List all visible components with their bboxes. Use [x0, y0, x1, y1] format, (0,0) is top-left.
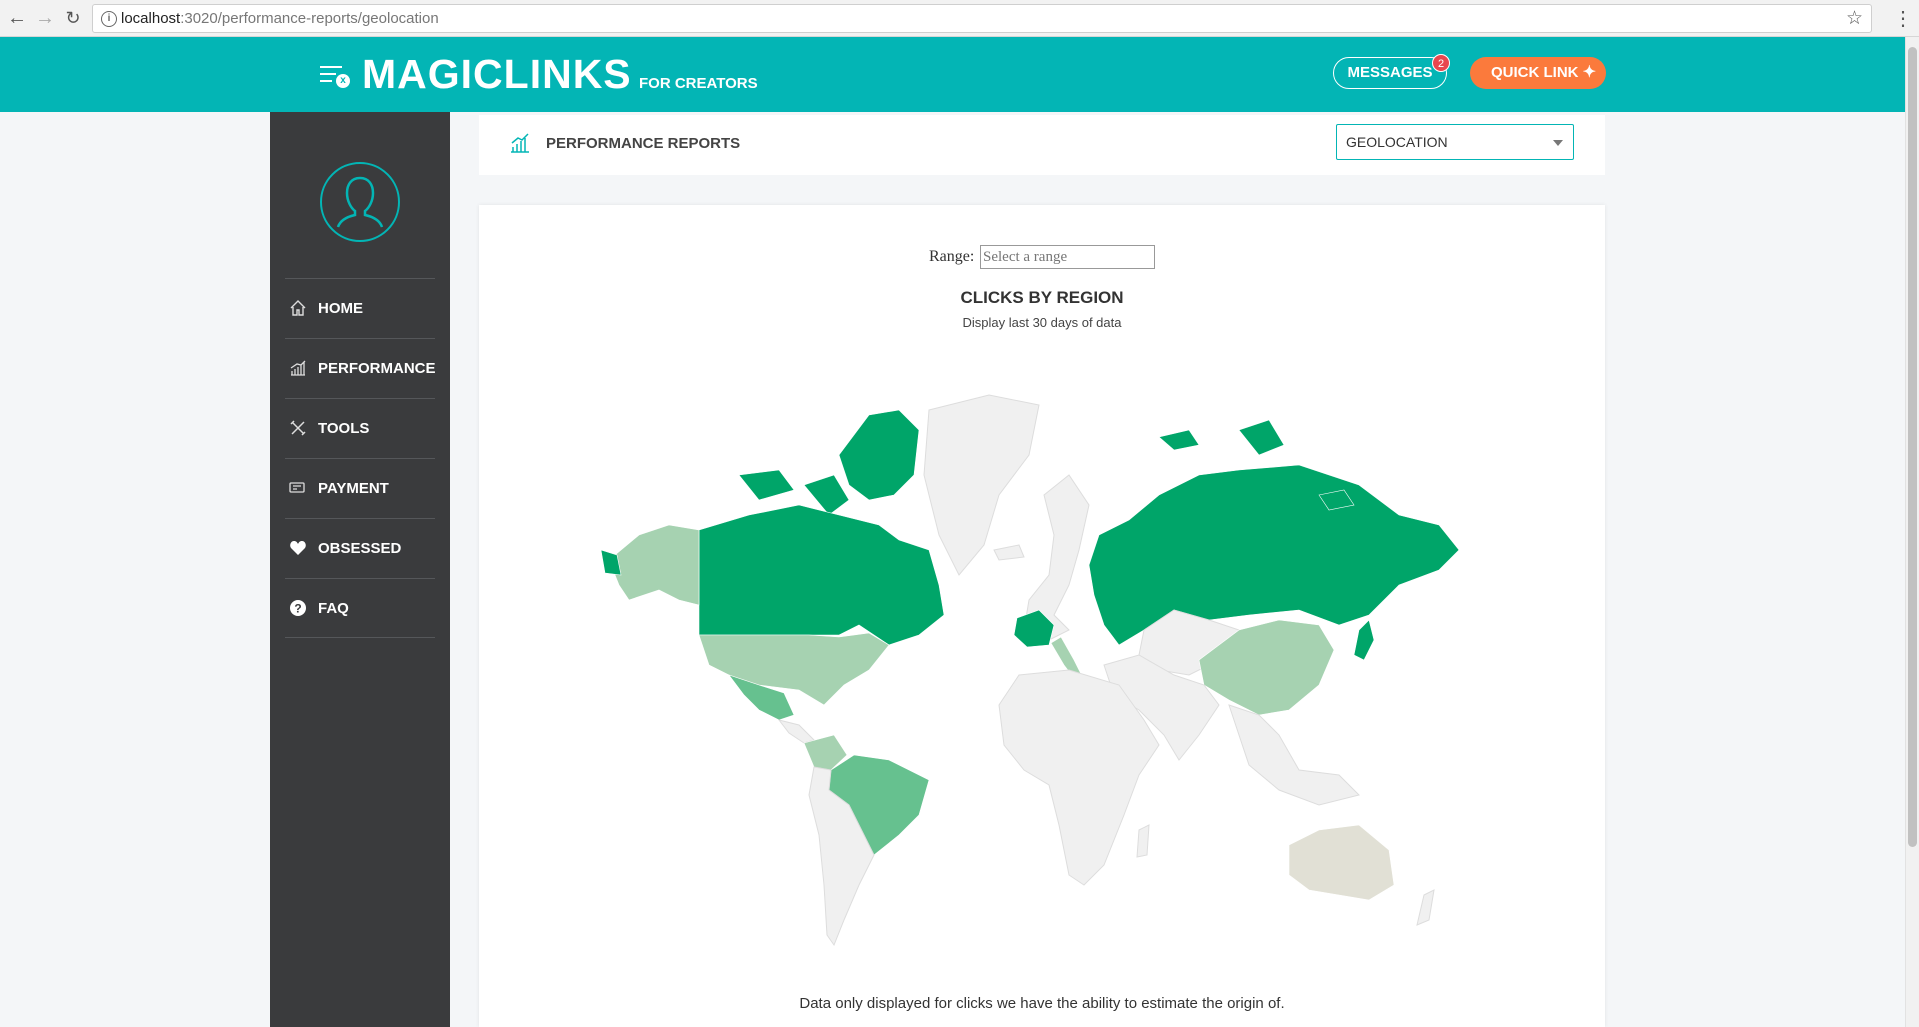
- report-card: Range: CLICKS BY REGION Display last 30 …: [479, 205, 1605, 1027]
- sidebar-item-label: FAQ: [318, 600, 349, 617]
- map-region-mexico[interactable]: [728, 674, 795, 721]
- back-arrow-icon[interactable]: ←: [7, 7, 27, 29]
- map-region-central-america[interactable]: [777, 719, 815, 744]
- logo-subtitle: FOR CREATORS: [639, 75, 758, 92]
- browser-toolbar: ← → ↻ i localhost:3020/performance-repor…: [0, 0, 1919, 37]
- map-region-russia-islands[interactable]: [1158, 419, 1355, 511]
- app-header: x MAGICLINKS FOR CREATORS MESSAGES 2 QUI…: [0, 37, 1905, 112]
- sidebar-item-tools[interactable]: TOOLS: [285, 398, 435, 458]
- sidebar-item-obsessed[interactable]: OBSESSED: [285, 518, 435, 578]
- footnote: Data only displayed for clicks we have t…: [799, 995, 1285, 1012]
- map-region-southeast-asia[interactable]: [1228, 704, 1360, 806]
- map-region-madagascar[interactable]: [1136, 824, 1150, 858]
- chart-icon: [289, 359, 307, 377]
- reload-icon[interactable]: ↻: [65, 8, 81, 28]
- map-region-russia[interactable]: [1088, 464, 1460, 646]
- map-region-canada-arctic[interactable]: [738, 409, 920, 516]
- range-input[interactable]: [980, 245, 1155, 269]
- map-region-greenland[interactable]: [923, 394, 1040, 576]
- payment-icon: [289, 479, 307, 497]
- quick-link-button[interactable]: QUICK LINK ✦: [1470, 57, 1606, 89]
- svg-text:?: ?: [294, 602, 301, 616]
- heart-icon: [289, 539, 307, 557]
- map-region-iceland[interactable]: [993, 544, 1025, 561]
- sidebar: HOME PERFORMANCE TOOLS PAYMENT OBSESSED: [270, 112, 450, 1027]
- sidebar-item-label: TOOLS: [318, 420, 370, 437]
- map-region-alaska-west[interactable]: [600, 549, 622, 576]
- close-icon: x: [336, 74, 350, 88]
- messages-count-badge: 2: [1432, 54, 1450, 72]
- map-region-colombia[interactable]: [803, 734, 848, 771]
- map-region-france[interactable]: [1013, 609, 1055, 648]
- sidebar-menu: HOME PERFORMANCE TOOLS PAYMENT OBSESSED: [285, 278, 436, 638]
- avatar[interactable]: [320, 162, 400, 242]
- chart-subtitle: Display last 30 days of data: [962, 315, 1122, 330]
- performance-chart-icon: [509, 132, 531, 159]
- browser-menu-icon[interactable]: ⋮: [1893, 8, 1913, 30]
- world-map: [600, 394, 1460, 947]
- map-region-alaska[interactable]: [608, 524, 700, 606]
- bookmark-star-icon[interactable]: ☆: [1845, 8, 1863, 29]
- home-icon: [289, 299, 307, 317]
- map-region-europe[interactable]: [1023, 474, 1090, 646]
- question-icon: ?: [289, 599, 307, 617]
- map-region-south-america[interactable]: [808, 766, 875, 947]
- quick-link-label: QUICK LINK: [1491, 64, 1579, 81]
- map-region-africa[interactable]: [998, 669, 1160, 886]
- sidebar-item-home[interactable]: HOME: [285, 278, 435, 338]
- messages-button[interactable]: MESSAGES: [1333, 57, 1447, 89]
- address-bar[interactable]: i localhost:3020/performance-reports/geo…: [92, 4, 1872, 33]
- map-region-usa[interactable]: [698, 632, 890, 706]
- chart-title: CLICKS BY REGION: [960, 288, 1124, 307]
- logo[interactable]: MAGICLINKS: [362, 51, 632, 97]
- sidebar-item-label: PERFORMANCE: [318, 360, 436, 377]
- map-region-new-zealand[interactable]: [1416, 889, 1435, 926]
- magic-wand-icon: ✦: [1582, 64, 1596, 81]
- user-silhouette-icon: [336, 176, 384, 228]
- map-region-japan[interactable]: [1353, 619, 1375, 661]
- url-text[interactable]: localhost:3020/performance-reports/geolo…: [121, 10, 439, 27]
- map-region-australia[interactable]: [1288, 824, 1395, 901]
- menu-toggle-icon[interactable]: x: [320, 66, 350, 88]
- map-region-china[interactable]: [1198, 619, 1335, 716]
- info-icon[interactable]: i: [101, 11, 117, 27]
- sidebar-item-payment[interactable]: PAYMENT: [285, 458, 435, 518]
- report-type-value: GEOLOCATION: [1346, 134, 1448, 150]
- forward-arrow-icon[interactable]: →: [35, 7, 55, 29]
- sidebar-item-label: OBSESSED: [318, 540, 402, 557]
- report-type-select[interactable]: GEOLOCATION: [1336, 124, 1574, 160]
- page-scrollbar[interactable]: [1905, 37, 1919, 1027]
- sidebar-item-label: HOME: [318, 300, 363, 317]
- map-region-canada[interactable]: [698, 504, 945, 646]
- tools-icon: [289, 419, 307, 437]
- sidebar-item-performance[interactable]: PERFORMANCE: [285, 338, 436, 398]
- page-title: PERFORMANCE REPORTS: [546, 135, 741, 152]
- sidebar-item-label: PAYMENT: [318, 480, 389, 497]
- range-label: Range:: [929, 248, 975, 265]
- sidebar-item-faq[interactable]: ? FAQ: [285, 578, 435, 638]
- scrollbar-thumb[interactable]: [1908, 47, 1917, 847]
- report-header: PERFORMANCE REPORTS GEOLOCATION: [479, 115, 1605, 175]
- chevron-down-icon: [1553, 140, 1563, 146]
